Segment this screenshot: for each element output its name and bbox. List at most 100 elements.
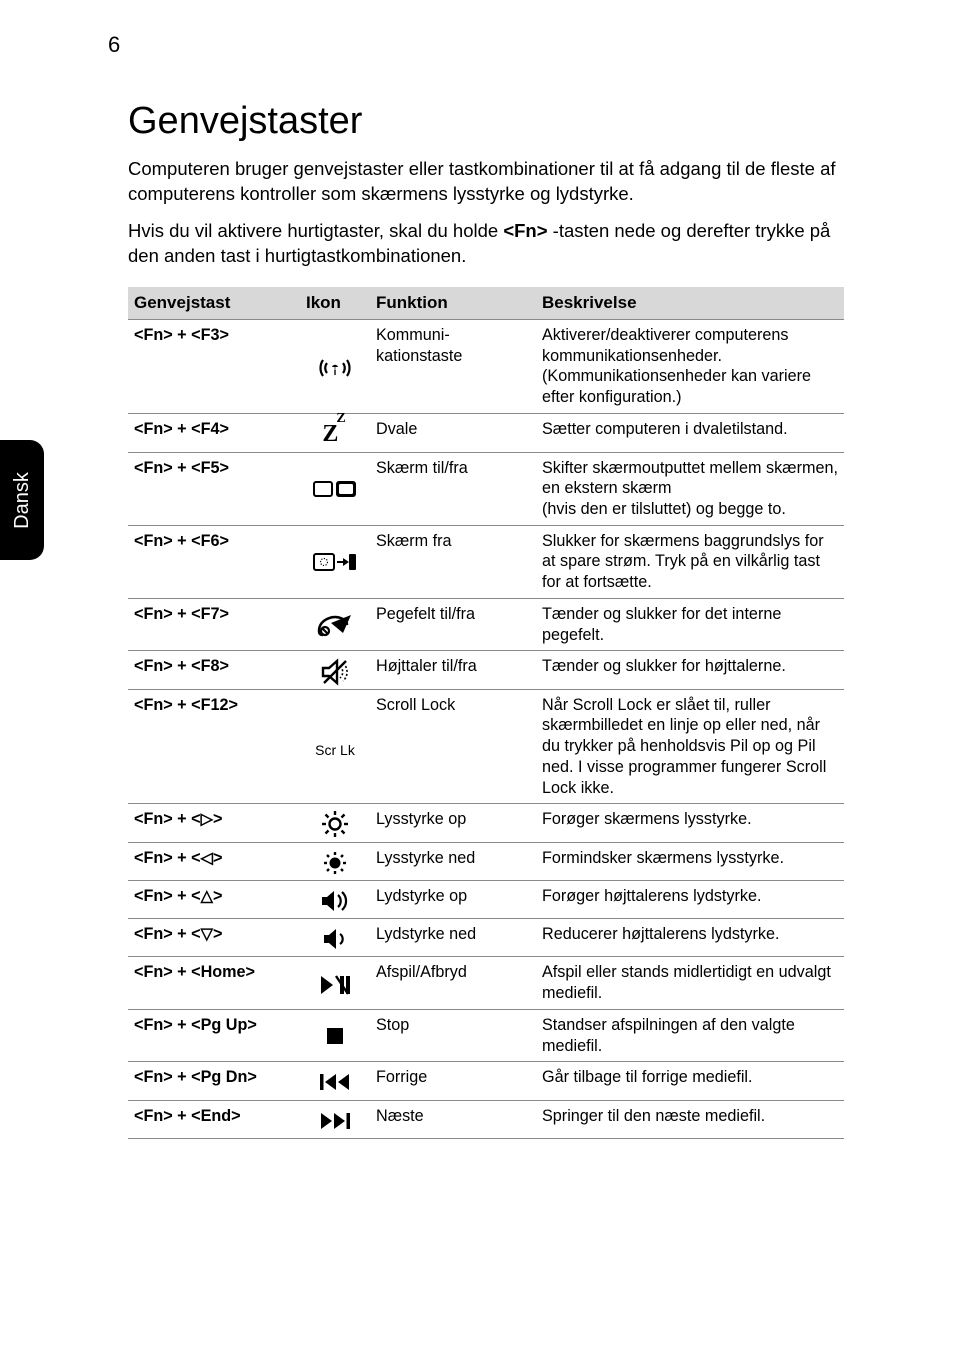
cell-function: Lysstyrke op — [370, 804, 536, 842]
col-header-key: Genvejstast — [128, 287, 300, 320]
cell-description: Aktiverer/deaktiverer computerens kommun… — [536, 319, 844, 413]
table-row: <Fn> + <F7>Pegefelt til/fraTænder og slu… — [128, 598, 844, 650]
volume-down-icon — [322, 927, 348, 951]
language-tab: Dansk — [0, 440, 44, 560]
cell-function: Stop — [370, 1009, 536, 1061]
stop-icon — [327, 1028, 343, 1044]
cell-icon — [300, 452, 370, 525]
cell-icon — [300, 804, 370, 842]
table-row: <Fn> + <F6> Skærm fraSlukker for skærmens… — [128, 525, 844, 598]
cell-icon — [300, 598, 370, 650]
wireless-icon: i — [318, 355, 352, 381]
table-row: <Fn> + <F5> Skærm til/fraSkifter skærmout… — [128, 452, 844, 525]
table-row: <Fn> + <▷> Lysstyrke opForøger skærmens l… — [128, 804, 844, 842]
table-row: <Fn> + <End> NæsteSpringer til den næste … — [128, 1100, 844, 1138]
cell-description: Forøger skærmens lysstyrke. — [536, 804, 844, 842]
cell-description: Slukker for skærmens baggrundslys for at… — [536, 525, 844, 598]
cell-function: Pegefelt til/fra — [370, 598, 536, 650]
hotkey-table: Genvejstast Ikon Funktion Beskrivelse <F… — [128, 287, 844, 1139]
table-row: <Fn> + <Pg Up> StopStandser afspilningen … — [128, 1009, 844, 1061]
table-row: <Fn> + <▽> Lydstyrke nedReducerer højttal… — [128, 919, 844, 957]
cell-key: <Fn> + <F8> — [128, 651, 300, 689]
cell-description: Skifter skærmoutputtet mellem skærmen, e… — [536, 452, 844, 525]
cell-icon — [300, 880, 370, 918]
cell-icon — [300, 1062, 370, 1100]
cell-key: <Fn> + <▷> — [128, 804, 300, 842]
scroll-lock-icon: Scr Lk — [315, 742, 355, 758]
cell-description: Reducerer højttalerens lydstyrke. — [536, 919, 844, 957]
col-header-func: Funktion — [370, 287, 536, 320]
svg-text:i: i — [334, 367, 337, 378]
cell-description: Går tilbage til forrige mediefil. — [536, 1062, 844, 1100]
cell-key: <Fn> + <F5> — [128, 452, 300, 525]
cell-function: Skærm fra — [370, 525, 536, 598]
cell-icon — [300, 1100, 370, 1138]
cell-icon — [300, 957, 370, 1009]
cell-description: Forøger højttalerens lydstyrke. — [536, 880, 844, 918]
cell-function: Næste — [370, 1100, 536, 1138]
cell-key: <Fn> + <◁> — [128, 842, 300, 880]
cell-function: Højttaler til/fra — [370, 651, 536, 689]
intro2-pre: Hvis du vil aktivere hurtigtaster, skal … — [128, 220, 503, 241]
cell-function: Lydstyrke ned — [370, 919, 536, 957]
table-header-row: Genvejstast Ikon Funktion Beskrivelse — [128, 287, 844, 320]
cell-function: Skærm til/fra — [370, 452, 536, 525]
intro2-key: <Fn> — [503, 220, 547, 241]
cell-key: <Fn> + <F12> — [128, 689, 300, 804]
cell-icon — [300, 1009, 370, 1061]
cell-function: Scroll Lock — [370, 689, 536, 804]
table-row: <Fn> + <◁> Lysstyrke nedFormindsker skærm… — [128, 842, 844, 880]
table-row: <Fn> + <F4> ZZ DvaleSætter computeren i dv… — [128, 413, 844, 452]
cell-description: Sætter computeren i dvaletilstand. — [536, 413, 844, 452]
play-pause-icon — [319, 974, 351, 996]
previous-track-icon — [320, 1072, 350, 1092]
cell-description: Når Scroll Lock er slået til, ruller skæ… — [536, 689, 844, 804]
table-row: <Fn> + <F3> i Kommuni-kationstasteAktivere… — [128, 319, 844, 413]
cell-description: Tænder og slukker for højttalerne. — [536, 651, 844, 689]
cell-function: Afspil/Afbryd — [370, 957, 536, 1009]
cell-icon: Scr Lk — [300, 689, 370, 804]
cell-function: Lysstyrke ned — [370, 842, 536, 880]
cell-description: Formindsker skærmens lysstyrke. — [536, 842, 844, 880]
cell-function: Dvale — [370, 413, 536, 452]
cell-key: <Fn> + <▽> — [128, 919, 300, 957]
cell-function: Lydstyrke op — [370, 880, 536, 918]
cell-function: Forrige — [370, 1062, 536, 1100]
cell-key: <Fn> + <F3> — [128, 319, 300, 413]
cell-icon — [300, 525, 370, 598]
speaker-mute-icon — [320, 657, 350, 687]
cell-function: Kommuni-kationstaste — [370, 319, 536, 413]
page: 6 Dansk Genvejstaster Computeren bruger … — [0, 0, 954, 1369]
cell-icon — [300, 651, 370, 689]
page-number: 6 — [108, 32, 120, 58]
cell-icon: i — [300, 319, 370, 413]
display-switch-icon — [313, 478, 357, 502]
cell-description: Tænder og slukker for det interne pegefe… — [536, 598, 844, 650]
table-row: <Fn> + <Pg Dn> ForrigeGår tilbage til for… — [128, 1062, 844, 1100]
page-title: Genvejstaster — [128, 100, 844, 143]
cell-key: <Fn> + <End> — [128, 1100, 300, 1138]
intro-paragraph-1: Computeren bruger genvejstaster eller ta… — [128, 157, 844, 207]
cell-key: <Fn> + <F6> — [128, 525, 300, 598]
table-row: <Fn> + <F12> Scr Lk Scroll LockNår Scroll … — [128, 689, 844, 804]
cell-icon: ZZ — [300, 413, 370, 452]
cell-icon — [300, 842, 370, 880]
sleep-icon: ZZ — [322, 421, 347, 447]
cell-key: <Fn> + <F4> — [128, 413, 300, 452]
brightness-down-icon — [322, 850, 348, 876]
table-row: <Fn> + <F8> Højttaler til/fraTænder og sl… — [128, 651, 844, 689]
screen-off-icon — [313, 552, 357, 574]
cell-description: Afspil eller stands midlertidigt en udva… — [536, 957, 844, 1009]
col-header-icon: Ikon — [300, 287, 370, 320]
cell-key: <Fn> + <Pg Up> — [128, 1009, 300, 1061]
cell-key: <Fn> + <△> — [128, 880, 300, 918]
table-row: <Fn> + <△> Lydstyrke opForøger højttalere… — [128, 880, 844, 918]
touchpad-icon — [317, 613, 353, 639]
cell-key: <Fn> + <Pg Dn> — [128, 1062, 300, 1100]
cell-icon — [300, 919, 370, 957]
cell-description: Standser afspilningen af den valgte medi… — [536, 1009, 844, 1061]
cell-description: Springer til den næste mediefil. — [536, 1100, 844, 1138]
brightness-up-icon — [321, 810, 349, 838]
cell-key: <Fn> + <Home> — [128, 957, 300, 1009]
col-header-desc: Beskrivelse — [536, 287, 844, 320]
